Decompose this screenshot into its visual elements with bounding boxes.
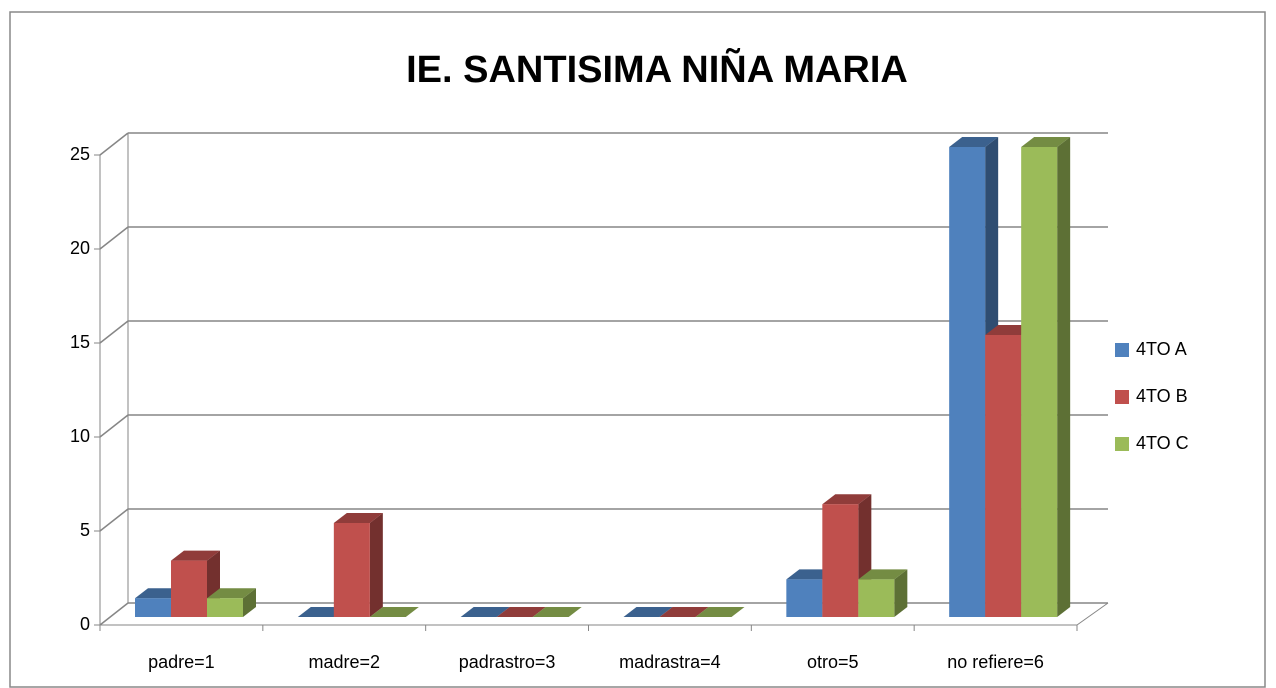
floor-right (1076, 602, 1109, 626)
bar-top (369, 607, 419, 617)
grid-line (99, 602, 129, 626)
legend-label: 4TO C (1136, 433, 1189, 453)
bar (1021, 137, 1071, 617)
bar-front (207, 598, 243, 617)
x-tick-label: padre=1 (148, 652, 215, 672)
chart-title: IE. SANTISIMA NIÑA MARIA (406, 47, 908, 91)
x-tick-label: madrastra=4 (619, 652, 721, 672)
y-tick-label: 10 (70, 426, 90, 446)
bar-front (333, 523, 370, 617)
bar-top (333, 513, 383, 523)
legend-label: 4TO B (1136, 386, 1188, 406)
bar-top (659, 607, 709, 617)
bar-front (1021, 147, 1058, 617)
x-tick-label: otro=5 (807, 652, 859, 672)
bar-side (369, 513, 383, 617)
bar-top (822, 494, 872, 505)
bar-front (822, 504, 859, 617)
y-tick-label: 5 (80, 520, 90, 540)
bar (623, 607, 673, 617)
legend-label: 4TO A (1136, 339, 1187, 359)
bar-front (858, 579, 895, 617)
bar (532, 607, 582, 617)
bar-top (1021, 137, 1071, 147)
bar-side (894, 569, 908, 617)
bar-front (985, 335, 1022, 617)
bar-top (532, 607, 582, 617)
y-tick-label: 20 (70, 238, 90, 258)
bar-top (207, 588, 256, 599)
bar-front (949, 147, 986, 617)
y-tick-label: 15 (70, 332, 90, 352)
grid-line (99, 320, 129, 344)
bar-side (1057, 137, 1071, 617)
bar-top (171, 550, 220, 561)
bar (369, 607, 419, 617)
bar-front (171, 560, 207, 617)
bar (333, 513, 383, 617)
bar-top (623, 607, 673, 617)
grid-line (99, 132, 129, 156)
y-tick-label: 0 (80, 614, 90, 634)
bar-front (786, 579, 823, 617)
legend-swatch (1115, 390, 1129, 404)
y-tick-label: 25 (70, 144, 90, 164)
x-tick-label: no refiere=6 (947, 652, 1044, 672)
grid-line (99, 414, 129, 438)
bar (695, 607, 745, 617)
legend-swatch (1115, 343, 1129, 357)
x-tick-label: madre=2 (308, 652, 380, 672)
x-tick-label: padrastro=3 (459, 652, 556, 672)
bar (460, 607, 510, 617)
bar-top (496, 607, 546, 617)
bar (858, 569, 908, 617)
grid-line (99, 226, 129, 250)
grid-line (99, 508, 129, 532)
bar-top (460, 607, 510, 617)
bar (496, 607, 546, 617)
bar-front (135, 598, 171, 617)
bar (659, 607, 709, 617)
bar-top (949, 137, 999, 147)
bar-top (858, 569, 908, 580)
bar-top (695, 607, 745, 617)
bar (207, 588, 256, 617)
bar-side (243, 588, 256, 617)
legend-swatch (1115, 437, 1129, 451)
